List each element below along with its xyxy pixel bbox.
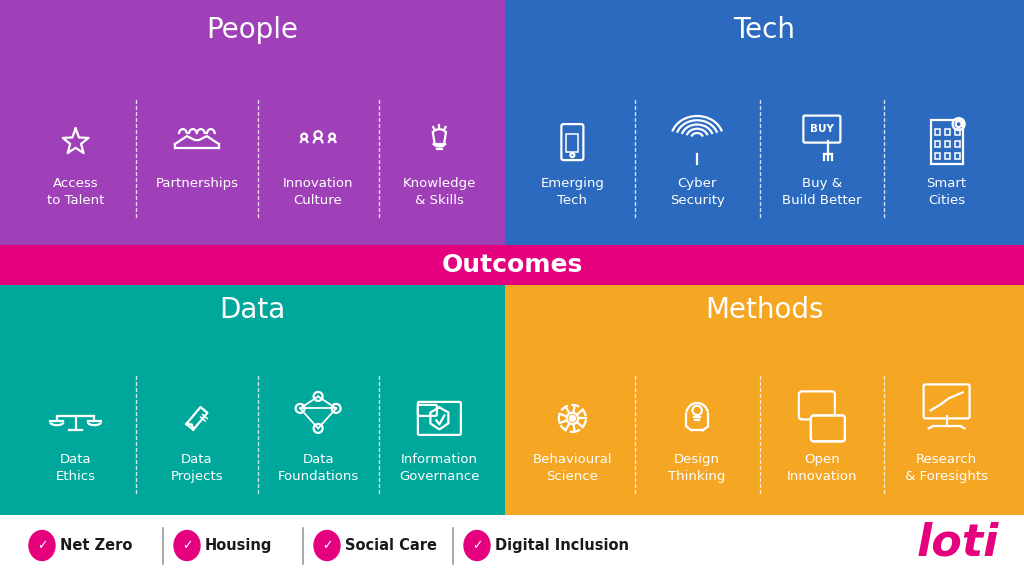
Bar [954,129,959,135]
Text: Information
Governance: Information Governance [399,453,479,483]
Text: Outcomes: Outcomes [441,253,583,277]
Text: ✓: ✓ [322,539,332,552]
Bar [505,285,1024,515]
Text: Cyber
Security: Cyber Security [670,177,725,207]
Bar [505,0,1024,245]
Text: Partnerships: Partnerships [156,177,239,190]
Text: BUY: BUY [810,124,834,134]
Text: Tech: Tech [733,16,796,44]
Ellipse shape [29,530,55,560]
Bar [0,285,505,515]
Bar [944,129,949,135]
Ellipse shape [464,530,490,560]
Bar [935,153,940,159]
Text: Social Care: Social Care [345,538,437,553]
Bar [944,141,949,147]
Text: Digital Inclusion: Digital Inclusion [495,538,629,553]
Text: Data
Projects: Data Projects [171,453,223,483]
Text: Research
& Foresights: Research & Foresights [905,453,988,483]
Text: People: People [207,16,299,44]
Text: ✓: ✓ [181,539,193,552]
Text: ✓: ✓ [37,539,47,552]
Bar [931,120,963,164]
Ellipse shape [174,530,200,560]
Bar [954,141,959,147]
Text: Open
Innovation: Open Innovation [786,453,857,483]
Text: Design
Thinking: Design Thinking [669,453,726,483]
Text: Buy &
Build Better: Buy & Build Better [782,177,861,207]
Text: Innovation
Culture: Innovation Culture [283,177,353,207]
Bar [935,129,940,135]
Circle shape [569,415,575,422]
Text: Behavioural
Science: Behavioural Science [532,453,612,483]
Bar [935,141,940,147]
Text: Emerging
Tech: Emerging Tech [541,177,604,207]
Bar [944,153,949,159]
Bar [0,515,1024,576]
Text: Data: Data [219,296,286,324]
Text: Data
Ethics: Data Ethics [55,453,95,483]
Text: Methods: Methods [706,296,823,324]
Text: Knowledge
& Skills: Knowledge & Skills [402,177,476,207]
Bar [0,245,1024,285]
Text: Access
to Talent: Access to Talent [47,177,104,207]
Bar [566,134,579,152]
Text: Data
Foundations: Data Foundations [278,453,358,483]
Bar [0,0,505,245]
Ellipse shape [314,530,340,560]
Text: Net Zero: Net Zero [60,538,132,553]
Text: Smart
Cities: Smart Cities [927,177,967,207]
Text: Housing: Housing [205,538,272,553]
Bar [954,153,959,159]
Text: ✓: ✓ [472,539,482,552]
FancyBboxPatch shape [811,415,845,441]
Text: loti: loti [916,522,999,565]
